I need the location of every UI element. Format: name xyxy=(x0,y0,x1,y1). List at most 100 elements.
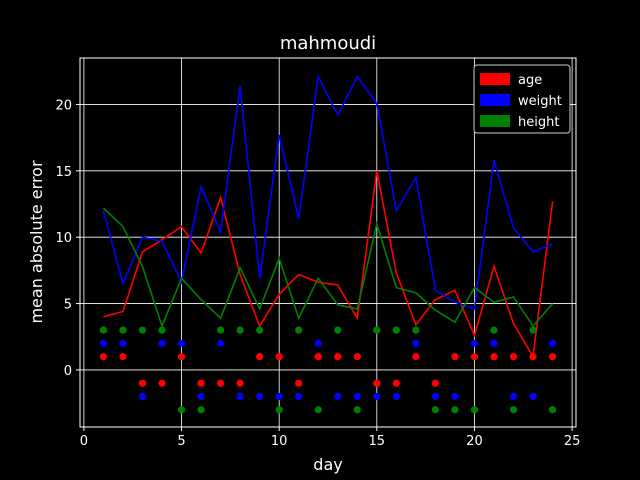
marker-age xyxy=(470,353,479,361)
marker-weight xyxy=(353,392,361,401)
marker-height xyxy=(548,406,557,414)
marker-height xyxy=(119,326,127,334)
legend-swatch-height xyxy=(480,115,510,127)
chart-title: mahmoudi xyxy=(280,33,376,54)
x-tick-label: 25 xyxy=(564,434,581,449)
legend-label-age: age xyxy=(518,73,542,88)
marker-weight xyxy=(548,339,557,347)
marker-weight xyxy=(99,339,108,347)
marker-age xyxy=(158,379,166,387)
x-tick-label: 20 xyxy=(466,434,483,449)
marker-age xyxy=(99,353,108,361)
marker-height xyxy=(451,406,459,414)
marker-height xyxy=(99,326,108,334)
marker-height xyxy=(314,406,322,414)
legend-swatch-weight xyxy=(480,94,510,106)
legend: age weight height xyxy=(473,64,571,134)
marker-age xyxy=(197,379,205,387)
marker-age xyxy=(509,353,518,361)
marker-age xyxy=(177,353,186,361)
marker-age xyxy=(119,353,127,361)
marker-height xyxy=(138,326,147,334)
marker-height xyxy=(373,326,381,334)
marker-height xyxy=(392,326,400,334)
marker-age xyxy=(256,353,264,361)
y-tick-label: 5 xyxy=(64,298,72,313)
marker-age xyxy=(216,379,225,387)
marker-weight xyxy=(256,392,264,401)
marker-age xyxy=(314,353,322,361)
marker-weight xyxy=(490,339,498,347)
marker-weight xyxy=(392,392,400,401)
marker-age xyxy=(275,353,283,361)
marker-weight xyxy=(275,392,283,401)
marker-weight xyxy=(295,392,303,401)
marker-height xyxy=(529,326,537,334)
legend-label-height: height xyxy=(518,115,559,130)
marker-height xyxy=(490,326,498,334)
marker-height xyxy=(509,406,518,414)
y-tick-label: 20 xyxy=(55,98,72,113)
marker-weight xyxy=(314,339,322,347)
marker-weight xyxy=(177,339,186,347)
series-line-height xyxy=(102,207,554,329)
plot-frame xyxy=(79,57,577,428)
marker-age xyxy=(373,379,381,387)
x-tick-label: 15 xyxy=(369,434,386,449)
marker-weight xyxy=(529,392,537,401)
marker-age xyxy=(353,353,361,361)
marker-height xyxy=(216,326,225,334)
marker-height xyxy=(275,406,283,414)
marker-height xyxy=(158,326,166,334)
marker-weight xyxy=(451,392,459,401)
x-tick-label: 5 xyxy=(177,434,185,449)
y-axis-label: mean absolute error xyxy=(27,160,46,323)
series-line-age xyxy=(103,170,554,360)
marker-weight xyxy=(431,392,440,401)
x-tick-label: 0 xyxy=(80,434,88,449)
y-tick-label: 15 xyxy=(55,165,72,180)
marker-weight xyxy=(334,392,342,401)
marker-age xyxy=(236,379,244,387)
marker-age xyxy=(412,353,420,361)
y-tick-label: 0 xyxy=(64,364,72,379)
x-tick-label: 10 xyxy=(271,434,288,449)
marker-height xyxy=(334,326,342,334)
marker-height xyxy=(197,406,205,414)
marker-age xyxy=(392,379,400,387)
marker-height xyxy=(431,406,440,414)
marker-weight xyxy=(119,339,127,347)
marker-age xyxy=(295,379,303,387)
marker-weight xyxy=(216,339,225,347)
marker-age xyxy=(334,353,342,361)
marker-weight xyxy=(412,339,420,347)
marker-height xyxy=(412,326,420,334)
marker-weight xyxy=(509,392,518,401)
marker-age xyxy=(451,353,459,361)
series-layer xyxy=(99,73,557,414)
marker-height xyxy=(177,406,186,414)
marker-weight xyxy=(236,392,244,401)
y-tick-label: 10 xyxy=(55,231,72,246)
marker-weight xyxy=(158,339,166,347)
marker-height xyxy=(353,406,361,414)
marker-height xyxy=(470,406,479,414)
legend-label-weight: weight xyxy=(518,94,562,109)
marker-height xyxy=(236,326,244,334)
legend-swatch-age xyxy=(480,73,510,85)
marker-age xyxy=(529,353,537,361)
axis-ticks: 0 5 10 15 20 25 0 5 10 15 20 xyxy=(55,98,580,449)
marker-age xyxy=(548,353,557,361)
marker-age xyxy=(431,379,440,387)
x-axis-label: day xyxy=(313,455,342,474)
marker-age xyxy=(490,353,498,361)
marker-height xyxy=(256,326,264,334)
marker-height xyxy=(295,326,303,334)
series-line-weight xyxy=(102,73,553,310)
marker-weight xyxy=(470,339,479,347)
marker-weight xyxy=(197,392,205,401)
marker-age xyxy=(138,379,147,387)
marker-weight xyxy=(373,392,381,401)
marker-weight xyxy=(138,392,147,401)
